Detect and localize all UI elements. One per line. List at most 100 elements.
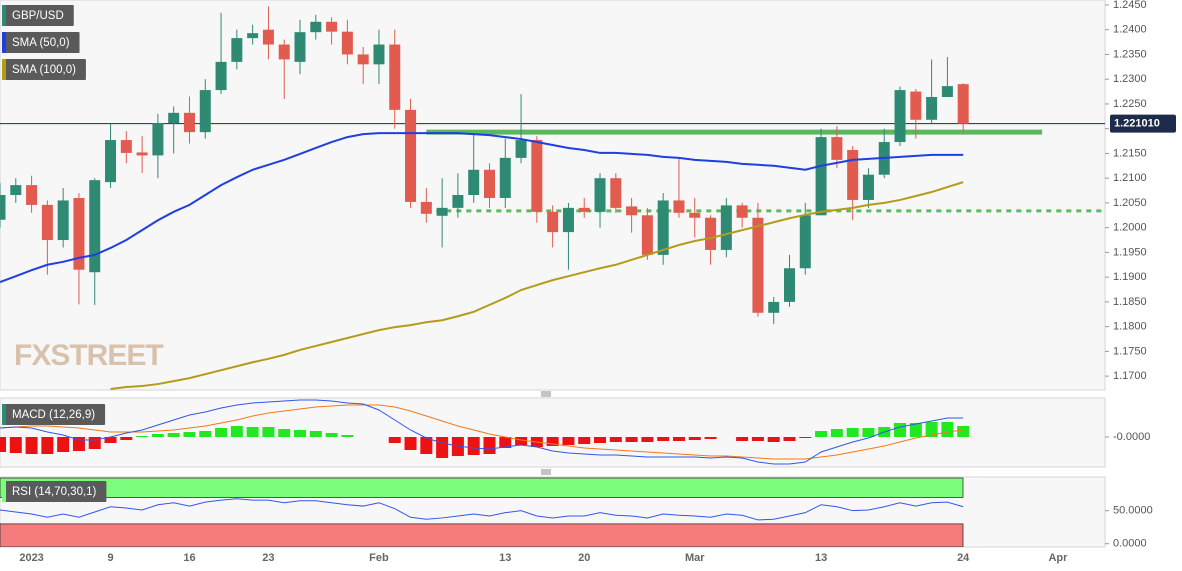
macd-histogram-bar: [467, 437, 480, 455]
candle-body: [562, 207, 574, 233]
y-tick-label: 1.1750: [1113, 345, 1147, 357]
x-tick-label: 9: [107, 552, 113, 564]
candle-body: [657, 200, 669, 255]
legend-swatch: [2, 404, 6, 425]
macd-histogram-bar: [909, 423, 922, 437]
last-price-label: 1.221010: [1114, 118, 1160, 130]
macd-histogram-bar: [594, 437, 607, 443]
candle-body: [26, 185, 38, 205]
y-tick-label: 1.2300: [1113, 73, 1147, 85]
macd-histogram-bar: [625, 437, 638, 442]
macd-histogram-bar: [104, 437, 117, 443]
y-tick-label: 1.2350: [1113, 48, 1147, 60]
macd-pane: [0, 397, 1106, 468]
macd-histogram-bar: [751, 437, 764, 441]
candle-body: [215, 61, 227, 91]
candle-body: [862, 174, 874, 200]
x-tick-label: 2023: [19, 552, 43, 564]
y-tick-label: 1.1800: [1113, 321, 1147, 333]
candle-body: [641, 215, 653, 255]
y-tick-label: 1.2100: [1113, 172, 1147, 184]
candle-body: [736, 205, 748, 218]
macd-histogram-bar: [515, 437, 528, 445]
y-tick-label: 1.2150: [1113, 147, 1147, 159]
macd-line: [0, 399, 964, 465]
x-tick-label: Apr: [1048, 552, 1068, 564]
macd-histogram-bar: [704, 437, 717, 439]
macd-histogram-bar: [641, 437, 654, 442]
sma-line: [110, 181, 964, 390]
rsi-line: [0, 498, 964, 521]
macd-histogram-bar: [688, 437, 701, 440]
y-tick-label: 1.2250: [1113, 98, 1147, 110]
legend-label: GBP/USD: [12, 10, 64, 22]
y-tick-label: 1.2400: [1113, 24, 1147, 36]
x-tick-label: 13: [499, 552, 511, 564]
candle-body: [152, 123, 164, 156]
last-price-box: [1110, 114, 1176, 133]
y-tick-label: 1.2000: [1113, 222, 1147, 234]
candle-body: [894, 90, 906, 143]
price-plot: FXSTREET: [0, 6, 1105, 390]
candle-body: [41, 204, 53, 241]
candle-body: [752, 217, 764, 313]
candle-body: [847, 149, 859, 200]
pane-handle[interactable]: [541, 469, 551, 475]
macd-histogram-bar: [230, 426, 243, 437]
rsi-band: [0, 523, 964, 547]
candle-body: [373, 44, 385, 65]
watermark: FXSTREET: [14, 339, 163, 372]
candle-body: [326, 21, 338, 32]
candle-body: [705, 217, 717, 250]
pane-handle[interactable]: [541, 391, 551, 397]
x-tick-label: Mar: [685, 552, 705, 564]
candle-body: [626, 206, 638, 216]
y-tick-label: 1.1700: [1113, 370, 1147, 382]
y-tick-label: 1.1900: [1113, 271, 1147, 283]
candle-body: [689, 212, 701, 218]
candle-body: [73, 197, 85, 270]
macd-histogram-bar: [799, 437, 812, 438]
macd-histogram-bar: [120, 437, 133, 440]
y-tick-label: 1.1950: [1113, 246, 1147, 258]
macd-histogram-bar: [578, 437, 591, 444]
x-tick-label: 16: [183, 552, 195, 564]
y-tick-label: -0.0000: [1113, 431, 1150, 443]
candle-body: [136, 152, 148, 156]
x-tick-label: 13: [815, 552, 827, 564]
y-tick-label: 1.2450: [1113, 0, 1147, 11]
candle-body: [120, 140, 132, 153]
macd-histogram-bar: [846, 428, 859, 437]
rsi-band: [0, 477, 964, 498]
macd-histogram-bar: [925, 422, 938, 437]
legend-swatch: [2, 5, 6, 26]
candle-body: [957, 84, 969, 124]
macd-histogram-bar: [388, 437, 401, 443]
x-tick-label: 24: [957, 552, 970, 564]
candle-body: [389, 44, 401, 110]
macd-histogram-bar: [325, 433, 338, 437]
macd-histogram-bar: [341, 435, 354, 437]
macd-histogram-bar: [262, 427, 275, 437]
candle-body: [515, 140, 527, 158]
candle-body: [247, 33, 259, 39]
macd-histogram-bar: [609, 437, 622, 442]
rsi-plot: [0, 477, 964, 547]
legend-label: SMA (100,0): [12, 64, 76, 76]
legend-swatch: [2, 32, 6, 53]
candle-body: [483, 169, 495, 198]
macd-histogram-bar: [546, 437, 559, 446]
candle-body: [262, 29, 274, 45]
price-pane: [0, 0, 1106, 391]
macd-histogram-bar: [894, 423, 907, 437]
macd-histogram-bar: [167, 433, 180, 437]
candle-body: [926, 97, 938, 120]
candle-body: [610, 178, 622, 208]
candle-body: [420, 201, 432, 214]
y-tick-label: 50.0000: [1113, 505, 1153, 517]
candle-body: [784, 268, 795, 302]
candle-body: [910, 91, 922, 120]
macd-histogram-bar: [215, 428, 228, 437]
x-tick-label: Feb: [369, 552, 389, 564]
